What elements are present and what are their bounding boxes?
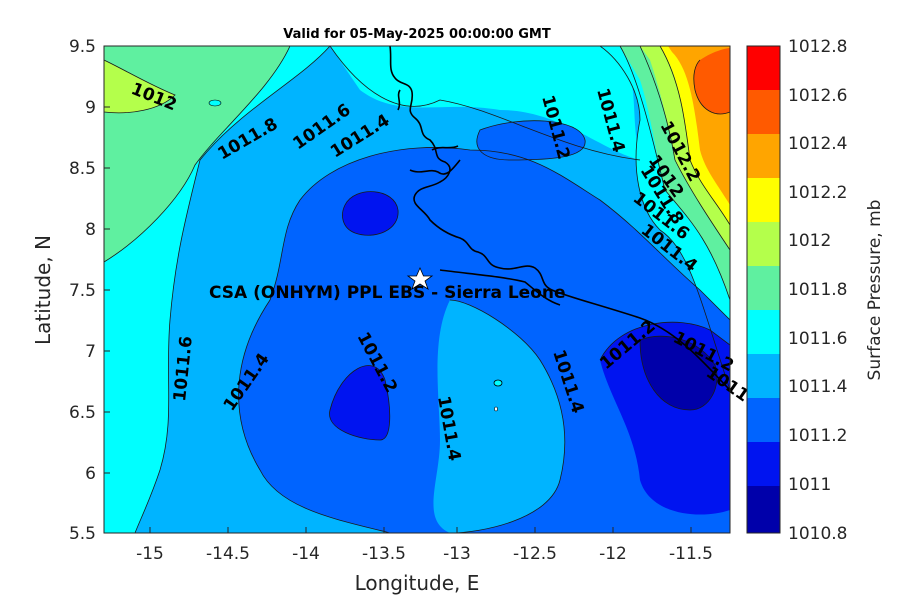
colorbar-label: 1010.8 [788,524,847,544]
contour-lines [104,46,730,533]
colorbar-label: 1011.4 [788,377,847,397]
field-1011-pocket-a [342,191,399,236]
y-tick-label: 9.5 [69,37,96,57]
white-star-icon [406,267,434,290]
coast-detail-a [409,159,461,175]
contour-line-1011-6-west [134,46,331,533]
contour-line-1011-2-west [238,199,391,533]
site-label: CSA (ONHYM) PPL EBS - Sierra Leone [209,283,566,303]
colorbar-label: 1011.2 [788,426,847,446]
field-1011-pocket-b [329,365,390,440]
colorbar-swatch [747,222,780,267]
contour-line-1011-2-north [299,147,730,321]
colorbar-label: 1012 [788,231,831,251]
contour-line-1012-2-east [659,46,730,226]
colorbar-swatch [747,398,780,443]
colorbar-label: 1011.8 [788,280,847,300]
y-tick-label: 6 [85,464,96,484]
colorbar: 1012.8 1012.6 1012.4 1012.2 1012 1011.8 … [746,37,885,544]
y-tick-label: 9 [85,98,96,118]
colorbar-swatch [747,310,780,355]
colorbar-swatch [747,266,780,311]
map-title: Valid for 05-May-2025 00:00:00 GMT [283,27,551,42]
island [493,379,503,387]
colorbar-swatch [747,178,780,223]
colorbar-label: 1011.6 [788,329,847,349]
contour-line-1011-8-east [619,46,730,301]
contour-line-1011-6-east [599,46,730,391]
axis-ticks [104,45,692,534]
contour-line-1012-6-east [693,59,730,115]
colorbar-swatch [747,46,780,91]
colorbar-label: 1012.2 [788,183,847,203]
contour-line-1011-2-pocket [476,120,586,161]
y-tick-label: 7 [85,342,96,362]
colorbar-label: 1012.4 [788,134,847,154]
field-1012-nw [104,60,175,113]
y-tick-label: 8 [85,220,96,240]
contour-line-1010-8-pocket [639,335,718,411]
colorbar-label: 1011 [788,475,831,495]
colorbar-swatch [747,354,780,399]
y-tick-label: 6.5 [69,403,96,423]
contour-line-1011-4-central [449,299,566,533]
x-tick-label: -12.5 [513,544,557,564]
x-tick-label: -13 [443,544,471,564]
contour-field [104,46,730,533]
contour-line-1011-pocket-a [342,191,399,236]
x-tick-label: -11.5 [669,544,713,564]
x-tick-label: -13.5 [362,544,406,564]
x-axis-label: Longitude, E [355,571,480,595]
colorbar-label: 1012.6 [788,86,847,106]
y-axis-label: Latitude, N [31,235,55,345]
colorbar-title: Surface Pressure, mb [865,200,885,381]
contour-line-1011-se [599,321,730,361]
x-tick-labels: -15 -14.5 -14 -13.5 -13 -12.5 -12 -11.5 [136,544,713,564]
y-tick-label: 7.5 [69,281,96,301]
field-1012-6-ne [693,48,730,114]
field-1010-8-pocket-se [640,336,718,410]
y-tick-label: 5.5 [69,524,96,544]
x-tick-label: -14 [292,544,320,564]
contour-line-1012-east [639,46,730,251]
border-line [389,46,730,391]
y-tick-labels: 9.5 9 8.5 8 7.5 7 6.5 6 5.5 [69,37,96,544]
contour-line-1011-pocket-b [329,365,391,441]
coastline [389,46,730,391]
x-tick-label: -15 [136,544,164,564]
colorbar-frame [746,45,781,534]
colorbar-label: 1012.8 [788,37,847,57]
contour-line-1012-west [104,59,176,114]
islet [494,406,498,412]
field-1011-6-north [330,46,640,160]
coast-detail-d [397,89,401,111]
island-nw [208,99,222,107]
colorbar-swatch [747,134,780,179]
field-1011-2-north [476,120,586,160]
coast-detail-c [439,269,561,306]
field-1011-4-central [433,300,565,533]
x-tick-label: -14.5 [206,544,250,564]
x-tick-label: -12 [599,544,627,564]
contour-line-1011-8-west [104,46,291,263]
contour-line-1011-6-north [329,46,641,161]
colorbar-swatch [747,442,780,487]
coast-detail-b [431,145,459,151]
colorbar-swatch [747,486,780,533]
colorbar-swatch [747,90,780,135]
y-tick-label: 8.5 [69,159,96,179]
